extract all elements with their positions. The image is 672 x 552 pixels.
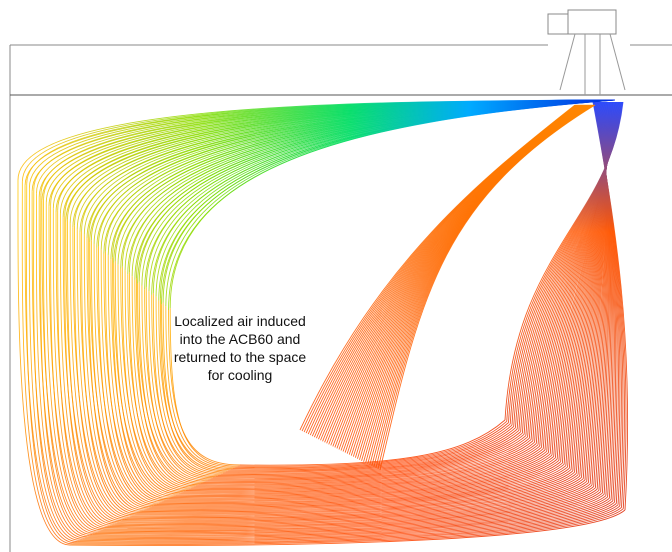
annotation-line: Localized air induced	[140, 312, 340, 330]
screen: Localized air inducedinto the ACB60 andr…	[0, 0, 672, 552]
streamline	[364, 105, 591, 462]
streamline	[210, 436, 525, 479]
streamline	[240, 420, 505, 465]
streamline	[337, 105, 584, 448]
annotation-line: into the ACB60 and	[140, 330, 340, 348]
streamline	[238, 421, 507, 466]
streamline	[18, 180, 70, 545]
streamline	[235, 423, 508, 468]
streamline	[306, 105, 576, 433]
annotation-line: returned to the space	[140, 348, 340, 366]
streamline	[314, 105, 578, 437]
streamline	[310, 105, 577, 435]
annotation-line: for cooling	[140, 366, 340, 384]
streamline	[333, 105, 583, 446]
flow-diagram	[0, 0, 672, 552]
